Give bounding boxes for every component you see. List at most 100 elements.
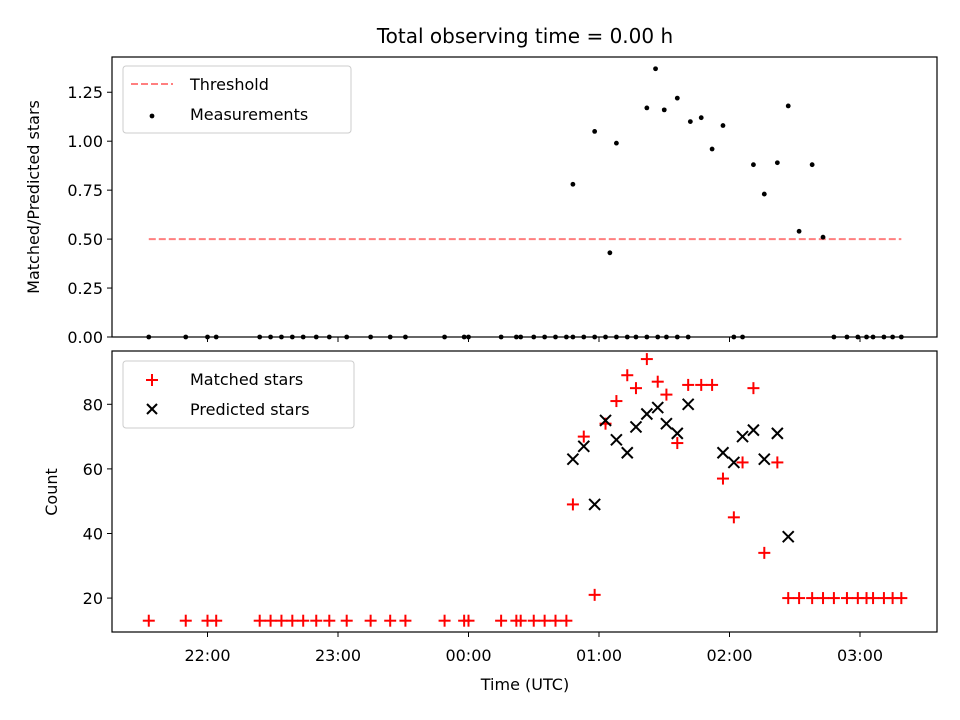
measurement-point bbox=[644, 105, 650, 111]
matched-star-point bbox=[384, 614, 397, 627]
measurement-point bbox=[570, 181, 576, 187]
predicted-star-point bbox=[671, 427, 684, 440]
matched-star-point bbox=[275, 614, 288, 627]
predicted-star-point bbox=[727, 456, 741, 469]
matched-star-point bbox=[806, 592, 819, 605]
matched-star-point bbox=[286, 614, 299, 627]
matched-star-point bbox=[651, 375, 664, 388]
legend-predicted-swatch bbox=[146, 403, 158, 415]
legend-measurements-swatch bbox=[149, 113, 155, 119]
matched-star-point bbox=[706, 378, 719, 391]
predicted-star-point bbox=[621, 446, 634, 459]
predicted-star-point bbox=[651, 401, 664, 414]
matched-star-point bbox=[364, 614, 377, 627]
matched-star-point bbox=[566, 498, 579, 511]
legend-box bbox=[122, 360, 355, 429]
matched-star-point bbox=[588, 588, 601, 601]
predicted-star-point bbox=[588, 498, 601, 511]
matched-star-point bbox=[610, 395, 623, 408]
bottom-panel-y-axis: 20 40 60 80 bbox=[83, 395, 112, 608]
matched-star-point bbox=[310, 614, 323, 627]
matched-star-point bbox=[682, 378, 695, 391]
matched-star-point bbox=[660, 388, 673, 401]
top-panel-legend: Threshold Measurements bbox=[122, 65, 352, 134]
matched-star-point bbox=[538, 614, 551, 627]
y-tick-label: 1.25 bbox=[67, 83, 103, 102]
matched-star-point bbox=[438, 614, 451, 627]
y-tick-label: 0.25 bbox=[67, 279, 103, 298]
predicted-star-point bbox=[747, 423, 760, 437]
measurement-point bbox=[785, 103, 791, 109]
x-tick-label: 03:00 bbox=[837, 646, 883, 665]
predicted-star-point bbox=[771, 427, 784, 440]
matched-star-point bbox=[549, 614, 562, 627]
predicted-star-point bbox=[782, 530, 795, 543]
matched-star-point bbox=[782, 592, 795, 605]
predicted-star-point bbox=[660, 417, 673, 430]
matched-star-point bbox=[817, 592, 830, 605]
matched-star-point bbox=[727, 511, 740, 524]
legend-box bbox=[122, 65, 352, 134]
legend-threshold-label: Threshold bbox=[189, 75, 269, 94]
matched-star-point bbox=[695, 378, 708, 391]
matched-star-point bbox=[747, 382, 760, 395]
x-tick-label: 00:00 bbox=[445, 646, 491, 665]
measurement-point bbox=[687, 119, 693, 125]
predicted-star-point bbox=[566, 452, 580, 466]
measurement-point bbox=[698, 115, 704, 121]
top-panel-y-label: Matched/Predicted stars bbox=[24, 100, 43, 294]
measurement-point bbox=[674, 95, 680, 101]
top-panel-frame bbox=[111, 56, 938, 338]
matched-star-point bbox=[297, 614, 310, 627]
legend-matched-swatch bbox=[146, 374, 158, 386]
x-axis-label: Time (UTC) bbox=[480, 675, 569, 694]
top-panel: 0.00 0.25 0.50 0.75 1.00 1.25 Matched/Predict… bbox=[24, 56, 938, 347]
measurement-point bbox=[796, 228, 802, 234]
predicted-star-point bbox=[599, 414, 612, 427]
predicted-stars-series bbox=[566, 398, 795, 543]
matched-star-point bbox=[560, 614, 573, 627]
predicted-star-point bbox=[577, 440, 590, 453]
legend-measurements-label: Measurements bbox=[190, 105, 308, 124]
predicted-star-point bbox=[736, 430, 749, 443]
measurement-point bbox=[720, 123, 726, 128]
top-panel-x-ticks bbox=[207, 337, 861, 342]
bottom-panel-x-axis: 22:00 23:00 00:00 01:00 02:00 03:00 bbox=[184, 632, 883, 665]
matched-star-point bbox=[671, 437, 684, 450]
x-tick-label: 01:00 bbox=[576, 646, 622, 665]
matched-star-point bbox=[640, 353, 653, 366]
matched-star-point bbox=[253, 614, 266, 627]
x-tick-label: 22:00 bbox=[184, 646, 230, 665]
matched-star-point bbox=[840, 592, 853, 605]
measurement-point bbox=[661, 107, 667, 113]
matched-star-point bbox=[527, 614, 540, 627]
measurement-point bbox=[592, 129, 598, 134]
bottom-panel-frame bbox=[111, 350, 938, 633]
y-tick-label: 0.50 bbox=[67, 230, 103, 249]
chart-title: Total observing time = 0.00 h bbox=[376, 24, 673, 48]
matched-star-point bbox=[736, 456, 749, 469]
y-tick-label: 60 bbox=[83, 460, 103, 479]
measurement-point bbox=[709, 146, 715, 152]
measurement-point bbox=[614, 140, 619, 146]
legend-predicted-label: Predicted stars bbox=[190, 400, 310, 419]
predicted-star-point bbox=[716, 446, 730, 459]
measurement-point bbox=[653, 66, 658, 72]
y-tick-label: 80 bbox=[83, 395, 103, 414]
measurement-point bbox=[607, 250, 613, 256]
matched-star-point bbox=[210, 614, 223, 627]
predicted-star-point bbox=[758, 452, 771, 466]
y-tick-label: 40 bbox=[83, 524, 103, 543]
measurement-point bbox=[761, 191, 767, 197]
y-tick-label: 0.00 bbox=[67, 328, 103, 347]
matched-star-point bbox=[142, 614, 155, 627]
matched-star-point bbox=[867, 592, 880, 605]
matched-star-point bbox=[264, 614, 277, 627]
predicted-star-point bbox=[629, 420, 643, 434]
legend-matched-label: Matched stars bbox=[190, 370, 303, 389]
x-tick-label: 23:00 bbox=[315, 646, 361, 665]
matched-star-point bbox=[895, 592, 908, 605]
matched-star-point bbox=[179, 614, 192, 627]
